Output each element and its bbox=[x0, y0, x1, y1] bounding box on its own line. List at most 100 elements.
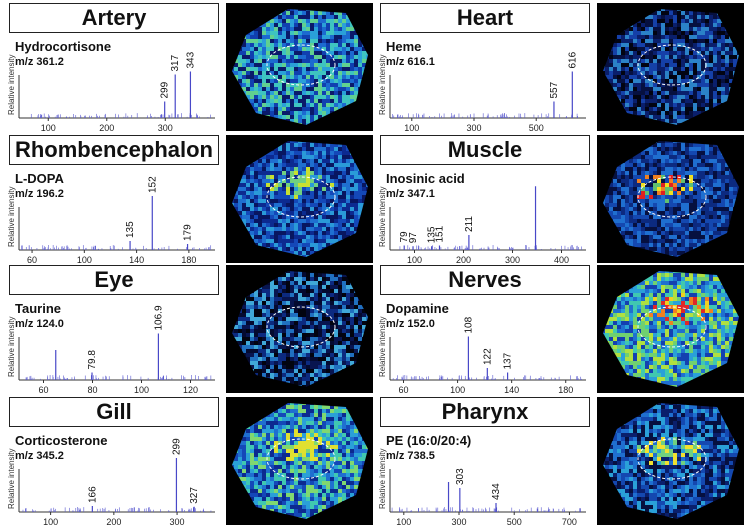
pixel bbox=[234, 215, 238, 219]
pixel bbox=[286, 9, 290, 11]
pixel bbox=[314, 159, 318, 163]
pixel bbox=[350, 195, 354, 199]
pixel bbox=[302, 159, 306, 163]
pixel bbox=[697, 187, 701, 191]
pixel bbox=[741, 31, 744, 35]
pixel bbox=[669, 27, 673, 31]
pixel bbox=[641, 63, 645, 67]
pixel bbox=[358, 175, 362, 179]
pixel bbox=[274, 47, 278, 51]
ion-image bbox=[226, 135, 373, 263]
pixel bbox=[306, 71, 310, 75]
pixel bbox=[330, 147, 334, 151]
pixel bbox=[226, 99, 230, 103]
pixel bbox=[346, 87, 350, 91]
pixel bbox=[677, 227, 681, 231]
pixel bbox=[238, 55, 242, 59]
pixel bbox=[366, 67, 368, 71]
pixel bbox=[350, 11, 354, 15]
pixel bbox=[665, 51, 669, 55]
pixel bbox=[278, 239, 282, 243]
pixel bbox=[693, 219, 697, 223]
pixel bbox=[645, 239, 649, 243]
pixel bbox=[613, 147, 617, 151]
pixel bbox=[310, 255, 314, 257]
pixel bbox=[697, 123, 701, 125]
pixel bbox=[617, 43, 621, 47]
pixel bbox=[661, 55, 665, 59]
pixel bbox=[298, 135, 302, 139]
pixel bbox=[653, 231, 657, 235]
pixel bbox=[270, 243, 274, 247]
pixel bbox=[603, 227, 605, 231]
pixel bbox=[621, 175, 625, 179]
pixel bbox=[633, 227, 637, 231]
pixel bbox=[677, 207, 681, 211]
pixel bbox=[721, 71, 725, 75]
pixel bbox=[649, 119, 653, 123]
pixel bbox=[677, 239, 681, 243]
pixel bbox=[330, 47, 334, 51]
pixel bbox=[234, 51, 238, 55]
pixel bbox=[713, 195, 717, 199]
pixel bbox=[645, 99, 649, 103]
hot-pixel bbox=[270, 187, 274, 191]
pixel bbox=[286, 259, 290, 263]
pixel bbox=[258, 219, 262, 223]
pixel bbox=[362, 99, 366, 103]
pixel bbox=[641, 83, 645, 87]
pixel bbox=[653, 71, 657, 75]
pixel bbox=[242, 135, 246, 139]
hot-pixel bbox=[266, 183, 270, 187]
pixel bbox=[254, 199, 258, 203]
pixel bbox=[621, 63, 625, 67]
pixel bbox=[709, 79, 713, 83]
pixel bbox=[366, 79, 368, 83]
pixel bbox=[234, 141, 238, 143]
pixel bbox=[649, 115, 653, 119]
pixel bbox=[633, 203, 637, 207]
pixel bbox=[238, 11, 242, 15]
pixel bbox=[258, 235, 262, 239]
compound-name: Heme bbox=[386, 39, 422, 54]
pixel bbox=[274, 211, 278, 215]
pixel bbox=[689, 35, 693, 39]
pixel bbox=[725, 103, 729, 107]
pixel bbox=[278, 151, 282, 155]
pixel bbox=[354, 219, 358, 223]
pixel bbox=[713, 119, 717, 123]
pixel bbox=[661, 11, 665, 15]
pixel bbox=[613, 155, 617, 159]
roi-outline bbox=[266, 176, 336, 218]
pixel bbox=[693, 39, 697, 43]
pixel bbox=[721, 51, 725, 55]
pixel bbox=[270, 207, 274, 211]
pixel bbox=[617, 219, 621, 223]
pixel bbox=[693, 179, 697, 183]
pixel bbox=[661, 91, 665, 95]
pixel bbox=[605, 235, 609, 239]
pixel bbox=[649, 239, 653, 243]
pixel bbox=[346, 91, 350, 95]
pixel bbox=[653, 141, 657, 143]
pixel bbox=[645, 143, 649, 147]
pixel bbox=[613, 191, 617, 195]
pixel bbox=[649, 111, 653, 115]
pixel bbox=[366, 231, 368, 235]
pixel bbox=[729, 3, 733, 7]
pixel bbox=[350, 167, 354, 171]
pixel bbox=[741, 195, 744, 199]
pixel bbox=[733, 87, 737, 91]
pixel bbox=[681, 223, 685, 227]
pixel bbox=[713, 9, 717, 11]
pixel bbox=[617, 107, 621, 111]
pixel bbox=[250, 107, 254, 111]
pixel bbox=[617, 135, 621, 139]
pixel bbox=[705, 147, 709, 151]
pixel bbox=[669, 23, 673, 27]
pixel bbox=[721, 183, 725, 187]
pixel bbox=[266, 231, 270, 235]
pixel bbox=[673, 143, 677, 147]
pixel bbox=[603, 175, 605, 179]
pixel bbox=[346, 259, 350, 263]
